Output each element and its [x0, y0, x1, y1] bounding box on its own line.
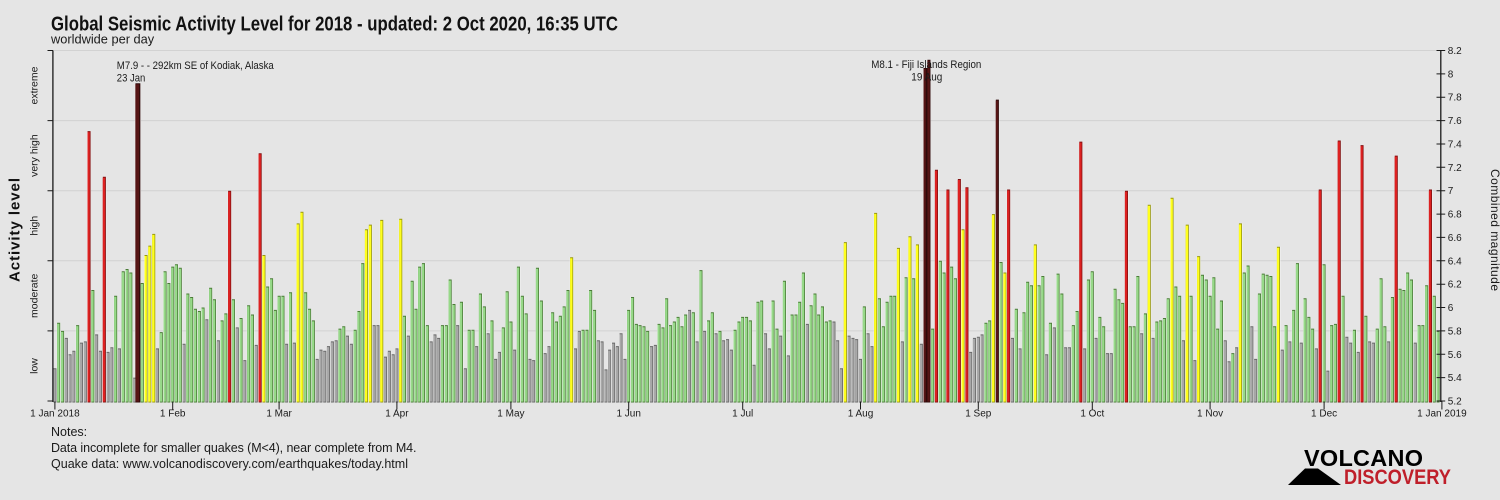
- svg-text:6: 6: [1448, 303, 1454, 314]
- svg-text:Notes:: Notes:: [51, 425, 87, 439]
- svg-text:1 Feb: 1 Feb: [160, 409, 186, 420]
- svg-text:Global Seismic Activity Level: Global Seismic Activity Level for 2018 -…: [51, 14, 618, 36]
- svg-text:very high: very high: [29, 134, 41, 177]
- svg-text:Activity level: Activity level: [7, 178, 24, 282]
- svg-text:6.4: 6.4: [1448, 256, 1462, 267]
- svg-text:1 Sep: 1 Sep: [965, 409, 992, 420]
- svg-text:M7.9 - - 292km SE of Kodiak, A: M7.9 - - 292km SE of Kodiak, Alaska: [117, 60, 275, 72]
- svg-text:low: low: [29, 358, 41, 374]
- svg-text:7: 7: [1448, 186, 1454, 197]
- svg-text:1 Jan 2019: 1 Jan 2019: [1417, 409, 1467, 420]
- svg-text:1 Dec: 1 Dec: [1311, 409, 1337, 420]
- svg-text:6.6: 6.6: [1448, 233, 1462, 244]
- svg-text:19 Aug: 19 Aug: [911, 71, 942, 83]
- svg-text:Combined magnitude: Combined magnitude: [1488, 169, 1500, 291]
- svg-text:7.4: 7.4: [1448, 140, 1462, 151]
- svg-text:1 Oct: 1 Oct: [1080, 409, 1104, 420]
- svg-text:6.2: 6.2: [1448, 280, 1462, 291]
- svg-text:1 Nov: 1 Nov: [1197, 409, 1223, 420]
- svg-text:8: 8: [1448, 69, 1454, 80]
- svg-text:7.8: 7.8: [1448, 93, 1462, 104]
- svg-text:worldwide per day: worldwide per day: [50, 32, 155, 47]
- svg-text:M8.1 - Fiji Islands Region: M8.1 - Fiji Islands Region: [871, 59, 981, 71]
- svg-text:7.6: 7.6: [1448, 116, 1462, 127]
- svg-text:1 May: 1 May: [497, 409, 524, 420]
- svg-text:moderate: moderate: [29, 273, 41, 318]
- svg-text:1 Apr: 1 Apr: [385, 409, 409, 420]
- svg-text:5.4: 5.4: [1448, 373, 1462, 384]
- svg-text:1 Mar: 1 Mar: [266, 409, 292, 420]
- svg-text:1 Jan 2018: 1 Jan 2018: [30, 409, 80, 420]
- svg-text:5.6: 5.6: [1448, 350, 1462, 361]
- svg-text:6.8: 6.8: [1448, 210, 1462, 221]
- svg-text:7.2: 7.2: [1448, 163, 1462, 174]
- svg-text:Quake data: www.volcanodiscove: Quake data: www.volcanodiscovery.com/ear…: [51, 457, 408, 471]
- svg-text:extreme: extreme: [29, 66, 41, 104]
- svg-text:8.2: 8.2: [1448, 46, 1462, 57]
- svg-text:DISCOVERY: DISCOVERY: [1344, 466, 1451, 489]
- svg-text:1 Jun: 1 Jun: [616, 409, 640, 420]
- svg-text:Data incomplete for smaller qu: Data incomplete for smaller quakes (M<4)…: [51, 441, 417, 455]
- svg-text:high: high: [29, 216, 41, 236]
- svg-text:1 Jul: 1 Jul: [732, 409, 753, 420]
- svg-text:23 Jan: 23 Jan: [117, 73, 146, 85]
- svg-text:5.2: 5.2: [1448, 397, 1462, 408]
- svg-text:VOLCANO: VOLCANO: [1304, 445, 1423, 471]
- svg-text:1 Aug: 1 Aug: [848, 409, 874, 420]
- svg-text:5.8: 5.8: [1448, 326, 1462, 337]
